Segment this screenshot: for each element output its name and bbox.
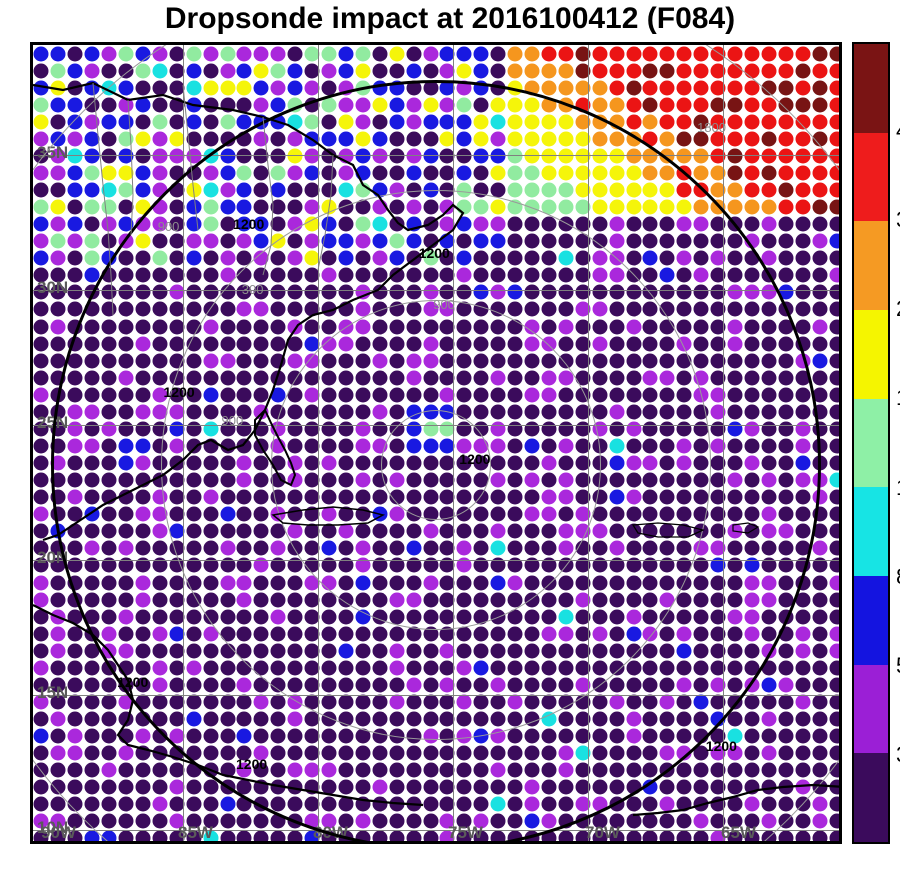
dropsonde-data-point: [34, 97, 49, 112]
dropsonde-data-point: [812, 831, 827, 844]
colorbar-tick-8: 8: [896, 564, 900, 590]
dropsonde-data-point: [34, 780, 49, 795]
colorbar-gradient: [852, 42, 890, 844]
dropsonde-data-point: [51, 97, 66, 112]
dropsonde-data-point: [795, 831, 810, 844]
dropsonde-data-point: [829, 780, 842, 795]
dropsonde-data-point: [68, 46, 83, 61]
colorbar-segment-15-23: [854, 310, 888, 399]
dropsonde-data-point: [812, 814, 827, 829]
colorbar-segment-30-40: [854, 133, 888, 222]
dropsonde-data-point: [761, 63, 776, 78]
dropsonde-data-point: [812, 46, 827, 61]
dropsonde-data-point: [829, 46, 842, 61]
dropsonde-data-point: [795, 97, 810, 112]
dropsonde-data-point: [119, 46, 134, 61]
colorbar-tick-15: 15: [896, 385, 900, 411]
dropsonde-data-point: [34, 114, 49, 129]
colorbar-tick-3: 3: [896, 742, 900, 768]
dropsonde-data-point: [34, 131, 49, 146]
dropsonde-data-point: [68, 80, 83, 95]
colorbar-tick-40: 40: [896, 118, 900, 144]
dropsonde-data-point: [795, 814, 810, 829]
dropsonde-data-point: [778, 63, 793, 78]
dropsonde-data-point: [34, 80, 49, 95]
dropsonde-data-point: [68, 63, 83, 78]
dropsonde-data-point: [829, 797, 842, 812]
map-plot-area: 35N 30N 25N 20N 15N 10N 90W 85W 80W 75W 70W 65W 300 9…: [30, 42, 842, 844]
dropsonde-data-point: [829, 814, 842, 829]
dropsonde-data-point: [829, 831, 842, 844]
dropsonde-data-point: [102, 46, 117, 61]
colorbar-tick-5: 5: [896, 653, 900, 679]
dropsonde-data-point: [778, 831, 793, 844]
dropsonde-data-point: [85, 80, 100, 95]
colorbar-segment-5-8: [854, 576, 888, 665]
colorbar-tick-30: 30: [896, 207, 900, 233]
dropsonde-data-point: [51, 831, 66, 844]
dropsonde-data-point: [51, 63, 66, 78]
range-ring-1200-emphasized: [51, 80, 821, 844]
dropsonde-data-point: [829, 63, 842, 78]
colorbar-segment->40: [854, 44, 888, 133]
colorbar-tick-10: 10: [896, 475, 900, 501]
colorbar-tick-23: 23: [896, 296, 900, 322]
colorbar: 3581015233040: [852, 42, 892, 844]
dropsonde-impact-map: Dropsonde impact at 2016100412 (F084) 35…: [0, 0, 900, 885]
colorbar-segment-8-10: [854, 487, 888, 576]
dropsonde-data-point: [778, 46, 793, 61]
dropsonde-data-point: [812, 63, 827, 78]
dropsonde-data-point: [34, 797, 49, 812]
colorbar-segment-10-15: [854, 399, 888, 488]
dropsonde-data-point: [68, 97, 83, 112]
dropsonde-data-point: [744, 46, 759, 61]
dropsonde-data-point: [812, 114, 827, 129]
dropsonde-data-point: [829, 131, 842, 146]
dropsonde-data-point: [68, 831, 83, 844]
dropsonde-data-point: [34, 46, 49, 61]
colorbar-segment-<3: [854, 753, 888, 842]
colorbar-segment-3-5: [854, 665, 888, 754]
dropsonde-data-point: [102, 63, 117, 78]
dropsonde-data-point: [51, 114, 66, 129]
dropsonde-data-point: [812, 80, 827, 95]
dropsonde-data-point: [51, 80, 66, 95]
dropsonde-data-point: [34, 831, 49, 844]
dropsonde-data-point: [85, 46, 100, 61]
dropsonde-data-point: [812, 797, 827, 812]
dropsonde-data-point: [812, 97, 827, 112]
dropsonde-data-point: [51, 814, 66, 829]
dropsonde-data-point: [795, 63, 810, 78]
dropsonde-data-point: [829, 114, 842, 129]
dropsonde-data-point: [795, 80, 810, 95]
dropsonde-data-point: [728, 46, 743, 61]
dropsonde-data-point: [34, 814, 49, 829]
dropsonde-data-point: [829, 80, 842, 95]
dropsonde-data-point: [85, 63, 100, 78]
dropsonde-data-point: [761, 46, 776, 61]
dropsonde-data-point: [778, 80, 793, 95]
page-title: Dropsonde impact at 2016100412 (F084): [0, 2, 900, 36]
dropsonde-data-point: [34, 63, 49, 78]
dropsonde-data-point: [51, 46, 66, 61]
colorbar-segment-23-30: [854, 221, 888, 310]
dropsonde-data-point: [829, 97, 842, 112]
dropsonde-data-point: [795, 46, 810, 61]
